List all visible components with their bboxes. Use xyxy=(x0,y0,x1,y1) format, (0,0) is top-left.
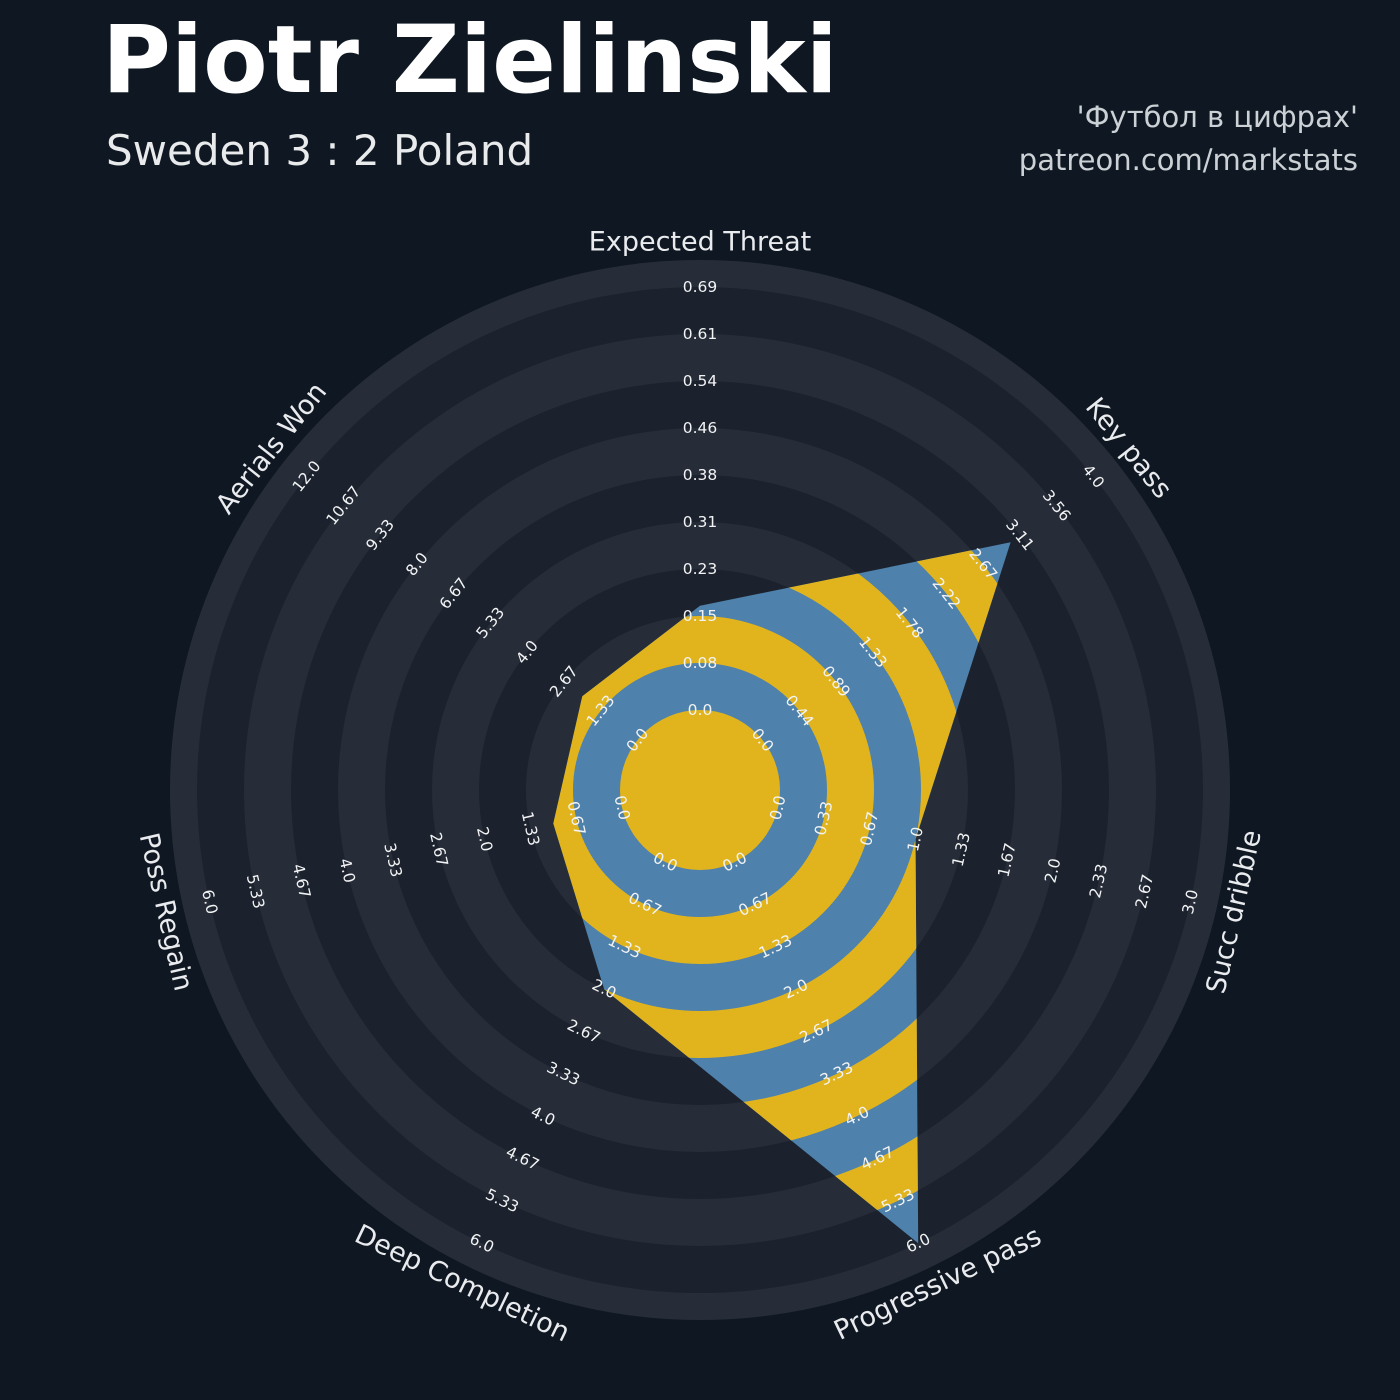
match-score: Sweden 3 : 2 Poland xyxy=(106,126,534,175)
tick-label: 0.23 xyxy=(683,560,718,578)
tick-label: 0.0 xyxy=(610,794,633,822)
tick-label: 0.54 xyxy=(683,372,718,390)
credits-block: 'Футбол в цифрах' patreon.com/markstats xyxy=(1019,96,1358,182)
tick-label: 0.15 xyxy=(683,607,718,625)
credit-url: patreon.com/markstats xyxy=(1018,142,1358,177)
tick-label: 1.0 xyxy=(904,825,927,853)
tick-label: 2.0 xyxy=(1041,857,1064,885)
tick-label: 0.69 xyxy=(683,278,718,296)
tick-label: 6.0 xyxy=(198,888,221,916)
radar-ring xyxy=(553,616,874,964)
credit-brand: 'Футбол в цифрах' xyxy=(1076,100,1358,134)
tick-label: 2.0 xyxy=(473,825,496,853)
tick-label: 3.0 xyxy=(1179,888,1202,916)
tick-label: 0.0 xyxy=(688,701,713,719)
tick-label: 0.38 xyxy=(683,466,718,484)
tick-label: 0.31 xyxy=(683,513,718,531)
player-name: Piotr Zielinski xyxy=(102,6,838,115)
radar-center-circle xyxy=(620,710,780,870)
tick-label: 0.08 xyxy=(683,654,718,672)
tick-label: 0.61 xyxy=(683,325,718,343)
tick-label: 0.46 xyxy=(683,419,718,437)
axis-title: Expected Threat xyxy=(589,227,811,258)
tick-label: 0.0 xyxy=(766,794,789,822)
tick-label: 4.0 xyxy=(336,857,359,885)
